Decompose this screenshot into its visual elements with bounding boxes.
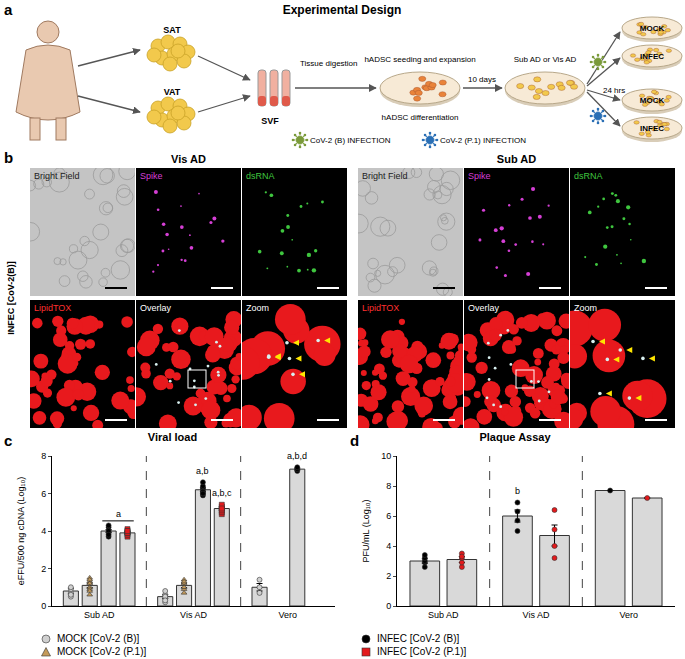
svg-text:8: 8 (386, 481, 391, 491)
svg-text:10: 10 (381, 451, 391, 461)
svg-text:8: 8 (41, 451, 46, 461)
svg-text:Viral load: Viral load (148, 431, 197, 443)
svg-text:2: 2 (41, 564, 46, 574)
svg-text:SAT: SAT (163, 25, 181, 35)
svg-text:Experimental Design: Experimental Design (283, 3, 402, 17)
svg-text:Sub AD: Sub AD (428, 610, 459, 620)
svg-text:Tissue digestion: Tissue digestion (300, 59, 358, 68)
svg-text:Sub AD: Sub AD (497, 153, 536, 165)
svg-text:Vis AD: Vis AD (171, 153, 206, 165)
svg-text:Spike: Spike (468, 171, 491, 181)
svg-text:Zoom: Zoom (246, 303, 269, 313)
svg-text:SVF: SVF (261, 116, 279, 126)
svg-text:hADSC seeding and expansion: hADSC seeding and expansion (364, 55, 475, 64)
svg-text:CoV-2 (P.1) INFECTION: CoV-2 (P.1) INFECTION (440, 136, 526, 145)
svg-text:INFEC: INFEC (640, 52, 664, 61)
svg-text:Zoom: Zoom (574, 303, 597, 313)
svg-text:6: 6 (41, 489, 46, 499)
svg-text:a: a (4, 1, 13, 18)
svg-text:24 hrs: 24 hrs (603, 86, 625, 95)
svg-text:Vis AD: Vis AD (523, 610, 550, 620)
svg-text:Vero: Vero (619, 610, 638, 620)
svg-text:Bright Field: Bright Field (34, 171, 80, 181)
svg-text:hADSC differentiation: hADSC differentiation (382, 113, 459, 122)
svg-text:Bright Field: Bright Field (362, 171, 408, 181)
svg-text:2: 2 (386, 571, 391, 581)
svg-text:dsRNA: dsRNA (246, 171, 275, 181)
svg-text:Plaque Assay: Plaque Assay (479, 431, 551, 443)
html-text:INFEC [CoV-2 (B)]: INFEC [CoV-2 (B)] (377, 633, 460, 644)
html-text:MOCK [CoV-2 (B)]: MOCK [CoV-2 (B)] (57, 633, 140, 644)
svg-text:eFFU/500 ng cDNA (Log₁₀): eFFU/500 ng cDNA (Log₁₀) (16, 477, 26, 585)
html-text:d: d (350, 432, 360, 449)
svg-text:Sub AD: Sub AD (84, 610, 115, 620)
svg-text:Overlay: Overlay (468, 303, 500, 313)
svg-text:INFEC [CoV-2(B)]: INFEC [CoV-2(B)] (6, 261, 16, 335)
svg-text:6: 6 (386, 511, 391, 521)
svg-text:PFU/mL (Log₁₀): PFU/mL (Log₁₀) (361, 500, 371, 563)
svg-text:b: b (515, 486, 520, 496)
svg-text:Overlay: Overlay (140, 303, 172, 313)
svg-text:MOCK: MOCK (640, 96, 665, 105)
svg-text:a: a (116, 509, 121, 519)
svg-text:4: 4 (386, 541, 391, 551)
svg-text:a,b,c: a,b,c (212, 488, 232, 498)
svg-text:10 days: 10 days (468, 75, 496, 84)
svg-text:MOCK: MOCK (640, 24, 665, 33)
svg-text:a,b,d: a,b,d (287, 451, 307, 461)
svg-text:0: 0 (41, 601, 46, 611)
svg-text:4: 4 (41, 526, 46, 536)
svg-text:dsRNA: dsRNA (574, 171, 603, 181)
html-text:MOCK [CoV-2 (P.1)]: MOCK [CoV-2 (P.1)] (57, 646, 147, 657)
html-text:c: c (4, 432, 13, 449)
svg-text:Vero: Vero (279, 610, 298, 620)
svg-text:0: 0 (386, 601, 391, 611)
svg-text:INFEC: INFEC (640, 124, 664, 133)
svg-text:Spike: Spike (140, 171, 163, 181)
svg-text:CoV-2 (B) INFECTION: CoV-2 (B) INFECTION (310, 136, 391, 145)
svg-text:LipidTOX: LipidTOX (362, 303, 399, 313)
svg-text:Vis AD: Vis AD (180, 610, 207, 620)
svg-text:VAT: VAT (164, 87, 181, 97)
svg-text:Sub AD or Vis AD: Sub AD or Vis AD (514, 55, 577, 64)
svg-text:LipidTOX: LipidTOX (34, 303, 71, 313)
svg-text:b: b (4, 149, 13, 166)
html-text:INFEC [CoV-2 (P.1)]: INFEC [CoV-2 (P.1)] (377, 646, 467, 657)
svg-text:a,b: a,b (196, 466, 209, 476)
